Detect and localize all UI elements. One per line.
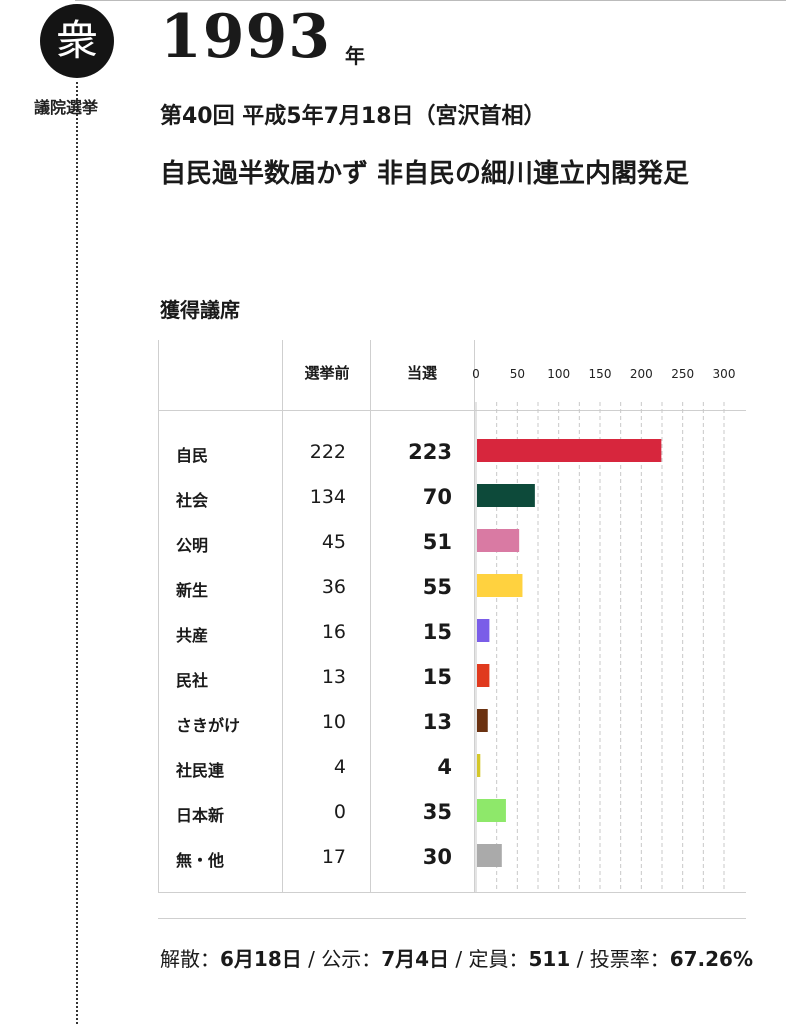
house-label: 議院選挙 (34, 98, 99, 117)
x-tick-label: 250 (671, 367, 694, 381)
table-divider (474, 340, 475, 893)
announce-date: 7月4日 (381, 947, 450, 971)
seats-before: 17 (321, 846, 346, 868)
election-info: 解散：6月18日 / 公示：7月4日 / 定員：511 / 投票率：67.26% (160, 936, 760, 982)
table-left-border (158, 340, 159, 893)
top-rule (75, 0, 786, 1)
header-rule (158, 410, 746, 411)
bar-5 (477, 664, 490, 687)
year-unit: 年 (345, 44, 365, 68)
seats-won: 70 (422, 485, 452, 509)
seats-won: 223 (408, 440, 452, 464)
table-row: さきがけ 10 13 (158, 700, 746, 745)
separator: / (570, 947, 590, 971)
seats-before: 16 (321, 621, 346, 643)
seats-won: 13 (422, 710, 452, 734)
election-year: 1993 (160, 2, 331, 72)
announce-label: 公示： (321, 947, 382, 971)
bar-0 (477, 439, 662, 462)
x-tick-label: 300 (713, 367, 736, 381)
party-name: 民社 (176, 671, 209, 690)
total-seats: 511 (528, 947, 571, 971)
bar-6 (477, 709, 488, 732)
headline: 自民過半数届かず 非自民の細川連立内閣発足 (160, 159, 690, 189)
party-name: 社民連 (176, 761, 225, 780)
separator: / (301, 947, 322, 971)
x-tick-label: 0 (472, 367, 480, 381)
footer-rule (158, 918, 746, 919)
table-row: 共産 16 15 (158, 610, 746, 655)
party-name: 日本新 (176, 806, 225, 825)
house-badge-icon: 衆 (40, 4, 114, 78)
table-row: 自民 222 223 (158, 430, 746, 475)
section-title: 獲得議席 (160, 298, 240, 322)
seats-won: 4 (437, 755, 452, 779)
bar-9 (477, 844, 502, 867)
seats-before: 0 (333, 801, 346, 823)
timeline-dotted-line (76, 82, 78, 1024)
seats-before: 10 (321, 711, 346, 733)
seats-won: 35 (422, 800, 452, 824)
table-row: 社民連 4 4 (158, 745, 746, 790)
seats-before: 45 (321, 531, 346, 553)
party-name: 社会 (176, 491, 209, 510)
x-tick-label: 150 (589, 367, 612, 381)
dissolution-label: 解散： (160, 947, 220, 971)
seats-won: 51 (422, 530, 452, 554)
seats-won: 15 (422, 665, 452, 689)
seats-won: 30 (422, 845, 452, 869)
election-subtitle: 第40回 平成5年7月18日（宮沢首相） (160, 104, 546, 129)
seats-before: 134 (309, 486, 346, 508)
x-tick-label: 200 (630, 367, 653, 381)
seats-before: 4 (333, 756, 346, 778)
turnout-value: 67.26% (669, 947, 754, 971)
column-header-before: 選挙前 (304, 364, 350, 382)
bar-3 (477, 574, 523, 597)
party-name: 公明 (176, 536, 209, 555)
x-tick-label: 100 (547, 367, 570, 381)
turnout-label: 投票率： (589, 947, 670, 971)
table-divider (282, 340, 283, 893)
bar-7 (477, 754, 481, 777)
seats-label: 定員： (468, 947, 529, 971)
party-name: 共産 (176, 626, 209, 645)
seats-table: 選挙前 当選 自民 222 223 社会 134 70 公明 45 51 新生 36 55 共産 16 15… (158, 340, 746, 893)
seats-bar-chart: 0 50 100 150 200 250 300 (472, 367, 736, 892)
bar-2 (477, 529, 520, 552)
seats-before: 13 (321, 666, 346, 688)
table-row: 日本新 0 35 (158, 790, 746, 835)
table-row: 公明 45 51 (158, 520, 746, 565)
bottom-rule (158, 892, 746, 893)
table-row: 民社 13 15 (158, 655, 746, 700)
party-name: さきがけ (176, 716, 241, 735)
seats-won: 55 (422, 575, 452, 599)
separator: / (449, 947, 469, 971)
seats-won: 15 (422, 620, 452, 644)
table-divider (370, 340, 371, 893)
table-row: 無・他 17 30 (158, 835, 746, 880)
seats-before: 222 (309, 441, 346, 463)
dissolution-date: 6月18日 (220, 947, 302, 971)
bar-8 (477, 799, 506, 822)
x-tick-label: 50 (510, 367, 525, 381)
party-name: 無・他 (176, 851, 225, 870)
column-header-won: 当選 (406, 364, 437, 382)
seats-before: 36 (321, 576, 346, 598)
bar-4 (477, 619, 490, 642)
bar-1 (477, 484, 535, 507)
table-row: 新生 36 55 (158, 565, 746, 610)
party-name: 新生 (176, 581, 209, 600)
party-name: 自民 (176, 446, 209, 465)
table-row: 社会 134 70 (158, 475, 746, 520)
